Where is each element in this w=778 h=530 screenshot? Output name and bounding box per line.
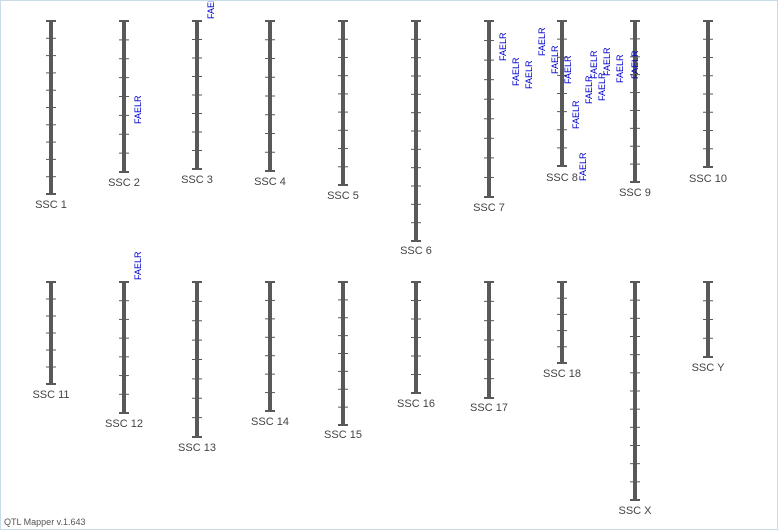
chromosome-label: SSC X xyxy=(618,505,652,517)
chromosome-x[interactable]: SSC X xyxy=(618,281,652,517)
qtl-label-ssc7[interactable]: FAELR xyxy=(524,60,534,89)
chromosome-2[interactable]: SSC 2 xyxy=(108,20,140,189)
chromosome-label: SSC 7 xyxy=(473,202,505,214)
qtl-label-ssc7[interactable]: FAELR xyxy=(550,45,560,74)
chromosome-14[interactable]: SSC 14 xyxy=(251,281,289,428)
chromosome-bar xyxy=(122,282,126,413)
chromosome-label: SSC 1 xyxy=(35,199,67,211)
chromosome-12[interactable]: SSC 12 xyxy=(105,281,143,430)
chromosome-17[interactable]: SSC 17 xyxy=(470,281,508,414)
chromosome-label: SSC 5 xyxy=(327,190,359,202)
chromosome-label: SSC 8 xyxy=(546,172,578,184)
chromosome-13[interactable]: SSC 13 xyxy=(178,281,216,454)
chromosome-7[interactable]: SSC 7 xyxy=(473,20,505,214)
chromosome-label: SSC 11 xyxy=(32,389,69,401)
chromosome-10[interactable]: SSC 10 xyxy=(689,20,727,185)
chromosome-label: SSC Y xyxy=(692,362,725,374)
qtl-label-ssc12[interactable]: FAELR xyxy=(133,251,143,280)
chromosome-9[interactable]: SSC 9 xyxy=(619,20,651,199)
qtl-label-ssc8[interactable]: FAELR xyxy=(589,50,599,79)
qtl-label-ssc8[interactable]: FAELR xyxy=(571,100,581,129)
chromosome-8[interactable]: SSC 8 xyxy=(546,20,578,184)
chromosome-bar xyxy=(633,21,637,182)
chromosome-label: SSC 9 xyxy=(619,187,651,199)
qtl-label-ssc3[interactable]: FAELR xyxy=(206,1,216,19)
chromosome-18[interactable]: SSC 18 xyxy=(543,281,581,380)
qtl-label-ssc8[interactable]: FAELR xyxy=(597,72,607,101)
chromosome-y[interactable]: SSC Y xyxy=(692,281,725,374)
chromosome-label: SSC 18 xyxy=(543,368,581,380)
chromosome-label: SSC 12 xyxy=(105,418,143,430)
chromosome-label: SSC 6 xyxy=(400,245,432,257)
qtl-label-ssc9[interactable]: FAELR xyxy=(630,50,640,79)
chromosome-label: SSC 10 xyxy=(689,173,727,185)
chromosome-label: SSC 17 xyxy=(470,402,508,414)
chromosome-4[interactable]: SSC 4 xyxy=(254,20,286,188)
chromosome-15[interactable]: SSC 15 xyxy=(324,281,362,441)
qtl-label-ssc8[interactable]: FAELR xyxy=(563,55,573,84)
chromosome-label: SSC 14 xyxy=(251,416,289,428)
chromosome-label: SSC 3 xyxy=(181,174,213,186)
qtl-label-ssc8[interactable]: FAELR xyxy=(615,54,625,83)
chromosome-label: SSC 2 xyxy=(108,177,140,189)
qtl-label-ssc7[interactable]: FAELR xyxy=(537,27,547,56)
chromosome-6[interactable]: SSC 6 xyxy=(400,20,432,257)
chromosome-3[interactable]: SSC 3 xyxy=(181,20,213,186)
chromosome-11[interactable]: SSC 11 xyxy=(32,281,70,401)
chromosome-label: SSC 13 xyxy=(178,442,216,454)
chromosome-1[interactable]: SSC 1 xyxy=(35,20,67,211)
qtl-label-ssc2[interactable]: FAELR xyxy=(133,95,143,124)
chromosome-label: SSC 4 xyxy=(254,176,286,188)
chromosome-bar xyxy=(341,21,345,185)
qtl-label-ssc8[interactable]: FAELR xyxy=(602,47,612,76)
chromosome-bar xyxy=(268,282,272,411)
qtl-label-ssc8[interactable]: FAELR xyxy=(584,75,594,104)
chromosome-label: SSC 16 xyxy=(397,398,435,410)
chromosome-16[interactable]: SSC 16 xyxy=(397,281,435,410)
qtl-label-ssc7[interactable]: FAELR xyxy=(511,57,521,86)
chromosome-bar xyxy=(560,282,564,363)
chromosome-bar xyxy=(487,21,491,197)
chromosome-label: SSC 15 xyxy=(324,429,362,441)
qtl-label-ssc7[interactable]: FAELR xyxy=(498,32,508,61)
version-label: QTL Mapper v.1.643 xyxy=(4,517,86,527)
qtl-label-ssc8[interactable]: FAELR xyxy=(578,152,588,181)
chromosome-5[interactable]: SSC 5 xyxy=(327,20,359,202)
